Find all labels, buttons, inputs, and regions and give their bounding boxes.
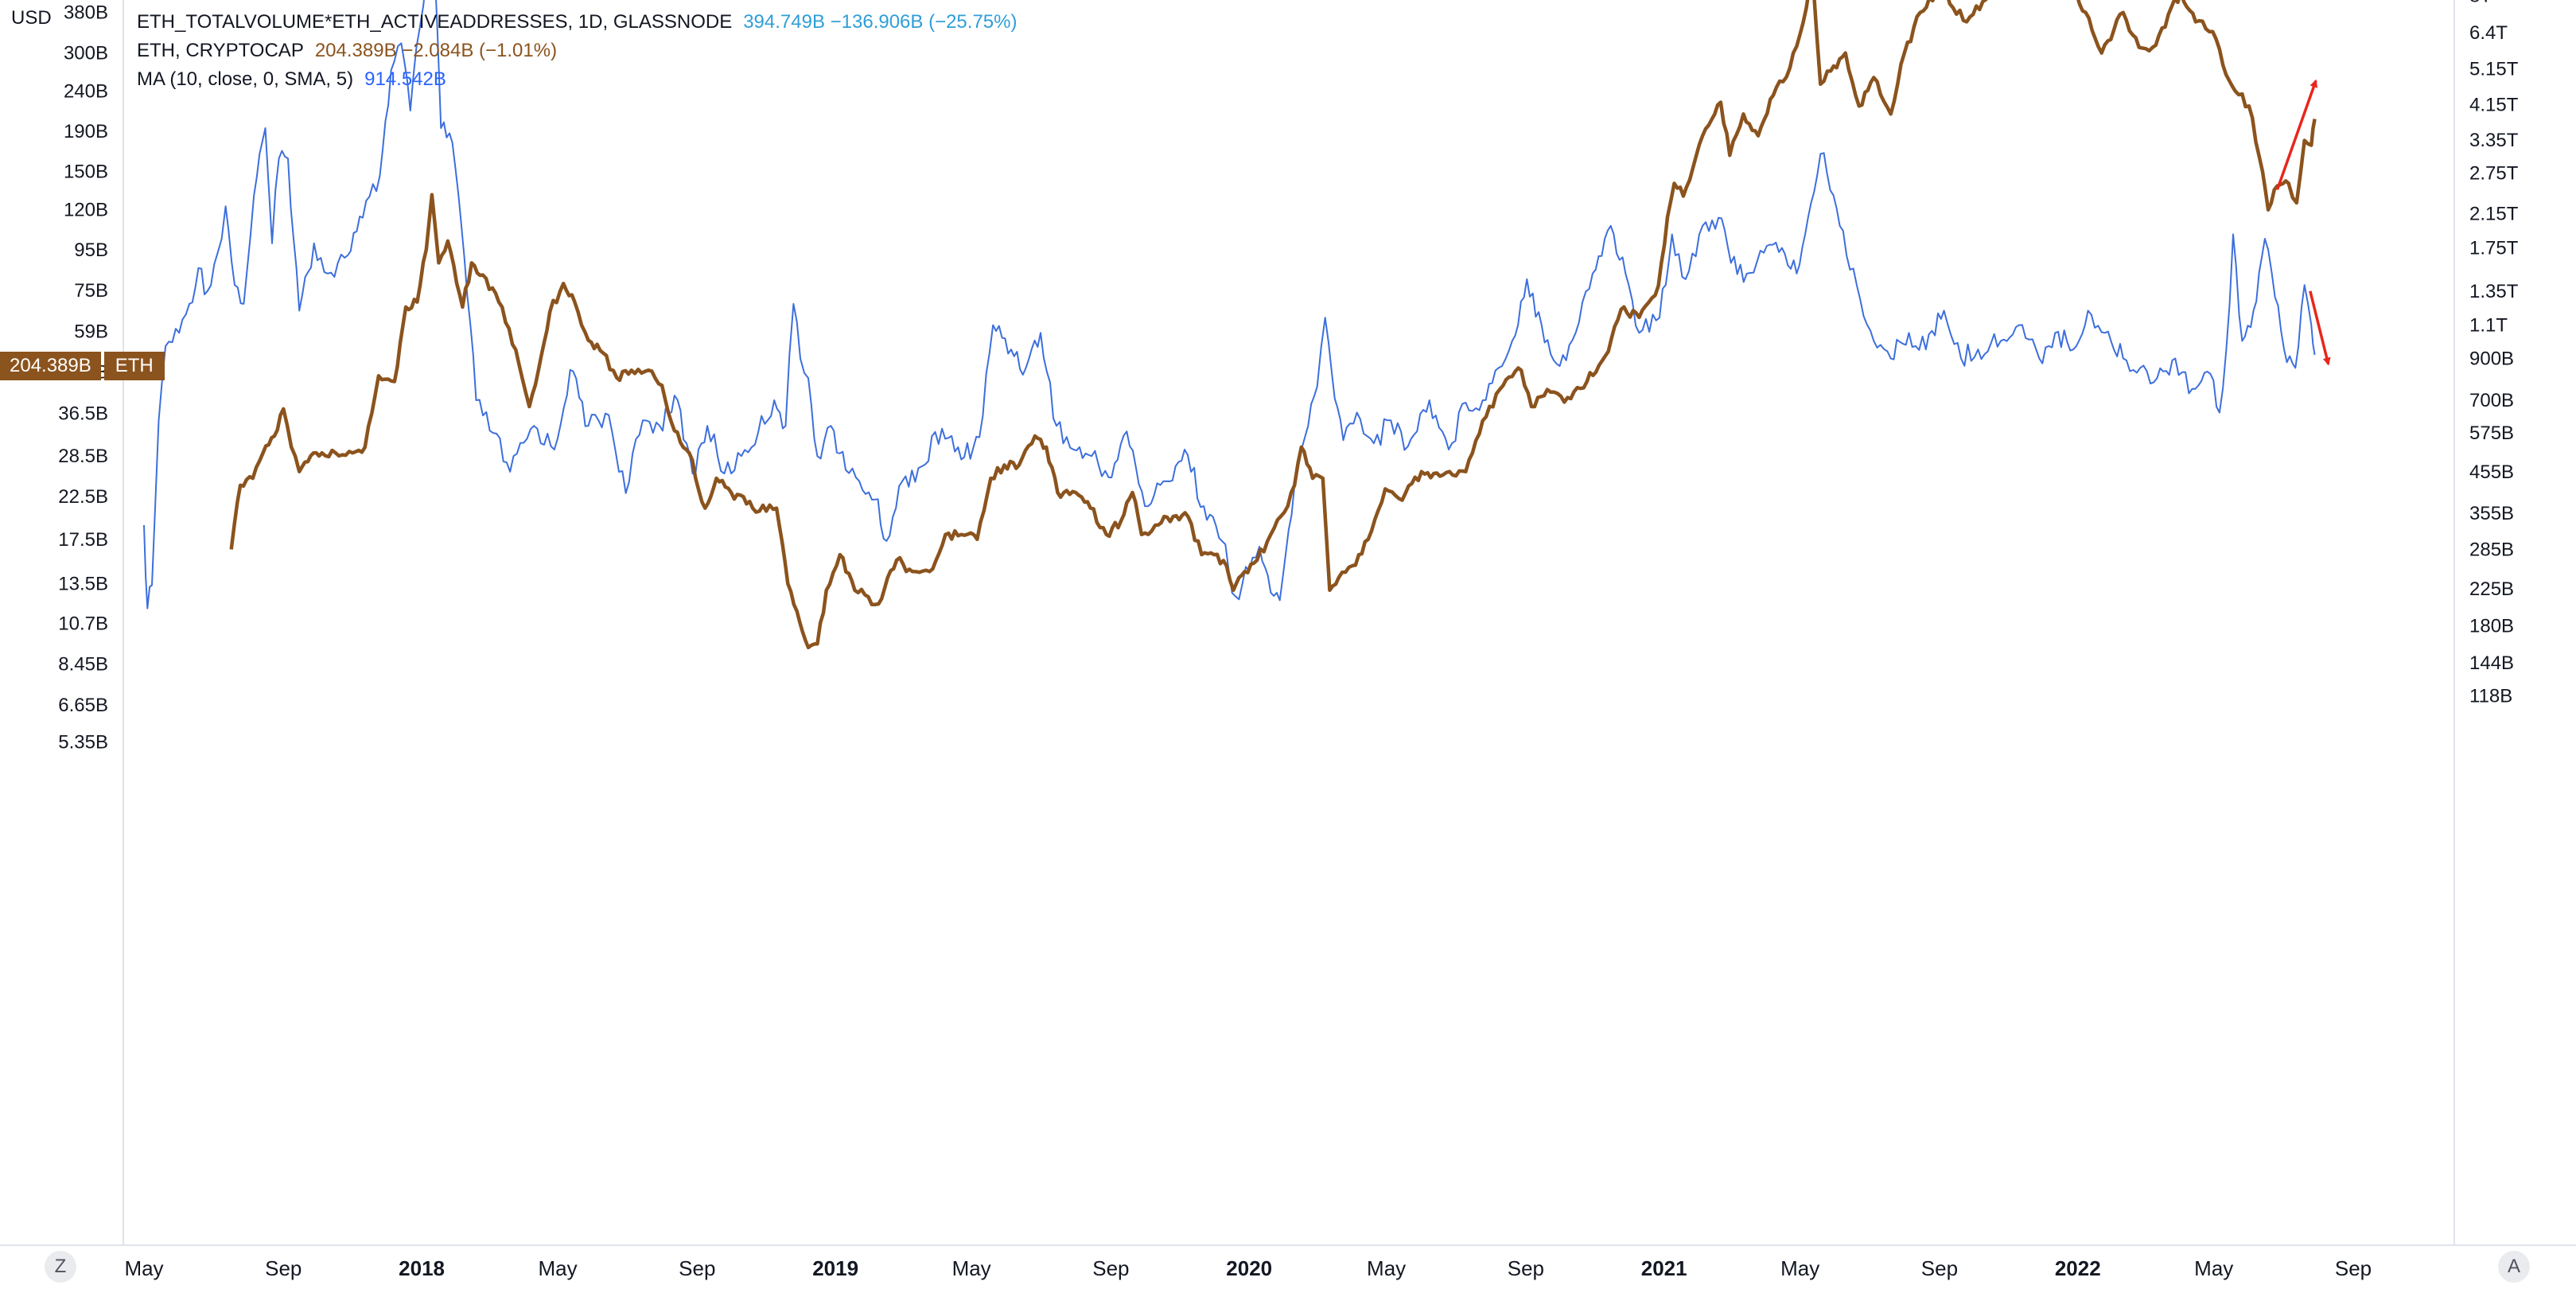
legend-row-ma[interactable]: MA (10, close, 0, SMA, 5) 914.542B xyxy=(137,65,1017,94)
left-axis-tick-label: 240B xyxy=(64,81,108,103)
left-axis-tick-label: 300B xyxy=(64,43,108,64)
legend-volume-label: ETH_TOTALVOLUME*ETH_ACTIVEADDRESSES, 1D,… xyxy=(137,11,733,33)
eth-market-cap-line xyxy=(229,0,2317,650)
right-axis-tick-label: 1.1T xyxy=(2469,315,2508,337)
legend-row-eth[interactable]: ETH, CRYPTOCAP 204.389B −2.084B (−1.01%) xyxy=(137,37,1017,65)
right-axis-tick-label: 455B xyxy=(2469,461,2514,483)
currency-label: USD xyxy=(11,7,52,29)
right-axis-tick-label: 285B xyxy=(2469,539,2514,561)
price-tag-symbol: ETH xyxy=(103,352,165,380)
eth-price-tag: 204.389B ETH xyxy=(0,352,165,380)
x-axis-tick-label: May xyxy=(1780,1256,1819,1280)
x-axis-tick-label: Sep xyxy=(1921,1256,1958,1280)
left-axis-tick-label: 13.5B xyxy=(58,574,108,595)
legend-eth-values: 204.389B −2.084B (−1.01%) xyxy=(314,40,558,61)
right-axis-tick-label: 575B xyxy=(2469,423,2514,444)
x-axis-tick-label: May xyxy=(539,1256,578,1280)
left-axis-tick-label: 150B xyxy=(64,162,108,183)
right-axis-tick-label: 180B xyxy=(2469,616,2514,637)
left-axis-tick-label: 22.5B xyxy=(58,486,108,508)
right-axis-tick-label: 225B xyxy=(2469,578,2514,600)
right-axis-tick-label: 1.75T xyxy=(2469,238,2519,259)
left-axis-tick-label: 6.65B xyxy=(58,695,108,716)
legend-eth-label: ETH, CRYPTOCAP xyxy=(137,40,304,61)
left-axis-tick-label: 95B xyxy=(74,239,108,261)
right-axis-tick-label: 700B xyxy=(2469,390,2514,411)
right-axis-tick-label: 4.15T xyxy=(2469,94,2519,115)
left-axis-tick-label: 190B xyxy=(64,121,108,142)
right-axis-tick-label: 1.35T xyxy=(2469,281,2519,302)
x-axis-tick-label: Sep xyxy=(1508,1256,1544,1280)
right-axis-tick-label: 900B xyxy=(2469,349,2514,370)
legend-ma-values: 914.542B xyxy=(364,68,446,90)
chart-legend: ETH_TOTALVOLUME*ETH_ACTIVEADDRESSES, 1D,… xyxy=(137,8,1017,94)
right-axis-tick-label: 2.15T xyxy=(2469,204,2519,225)
left-axis-tick-label: 36.5B xyxy=(58,403,108,425)
left-axis-tick-label: 10.7B xyxy=(58,613,108,635)
left-axis-tick-label: 75B xyxy=(74,280,108,302)
up-arrow-annotation xyxy=(2275,79,2318,190)
x-axis-tick-label: Sep xyxy=(1092,1256,1129,1280)
x-axis-tick-label: Sep xyxy=(2335,1256,2372,1280)
right-axis-tick-label: 144B xyxy=(2469,652,2514,674)
right-axis-tick-label: 3.35T xyxy=(2469,130,2519,151)
x-axis-tick-label: 2020 xyxy=(1226,1256,1272,1280)
x-axis-tick-label: May xyxy=(952,1256,991,1280)
left-axis-tick-label: 28.5B xyxy=(58,446,108,467)
right-axis-tick-label: 8T xyxy=(2469,0,2492,6)
right-axis-tick-label: 2.75T xyxy=(2469,162,2519,184)
left-axis-tick-label: 380B xyxy=(64,2,108,24)
auto-scale-a-button[interactable]: A xyxy=(2498,1251,2530,1283)
left-axis-tick-label: 17.5B xyxy=(58,529,108,551)
x-axis-tick-label: Sep xyxy=(265,1256,302,1280)
x-axis-tick-label: 2021 xyxy=(1641,1256,1687,1280)
right-axis-tick-label: 5.15T xyxy=(2469,58,2519,80)
right-axis-tick-label: 118B xyxy=(2469,686,2512,707)
x-axis-tick-label: 2018 xyxy=(399,1256,445,1280)
x-axis-tick-label: May xyxy=(1367,1256,1406,1280)
x-axis-tick-label: 2019 xyxy=(812,1256,858,1280)
x-axis-tick-label: 2022 xyxy=(2055,1256,2101,1280)
price-tag-value: 204.389B xyxy=(0,352,101,380)
right-axis-tick-label: 6.4T xyxy=(2469,22,2508,44)
x-axis-tick-label: May xyxy=(124,1256,163,1280)
legend-ma-label: MA (10, close, 0, SMA, 5) xyxy=(137,68,354,90)
down-arrow-annotation xyxy=(2309,290,2331,366)
legend-volume-values: 394.749B −136.906B (−25.75%) xyxy=(743,11,1018,33)
x-axis-tick-label: Sep xyxy=(679,1256,715,1280)
left-axis-tick-label: 8.45B xyxy=(58,653,108,675)
left-axis-tick-label: 120B xyxy=(64,200,108,221)
x-axis-tick-label: May xyxy=(2194,1256,2233,1280)
auto-scale-z-button[interactable]: Z xyxy=(45,1251,76,1283)
legend-row-volume[interactable]: ETH_TOTALVOLUME*ETH_ACTIVEADDRESSES, 1D,… xyxy=(137,8,1017,37)
left-axis-tick-label: 59B xyxy=(74,321,108,342)
right-axis-tick-label: 355B xyxy=(2469,503,2514,524)
left-axis-tick-label: 5.35B xyxy=(58,732,108,754)
